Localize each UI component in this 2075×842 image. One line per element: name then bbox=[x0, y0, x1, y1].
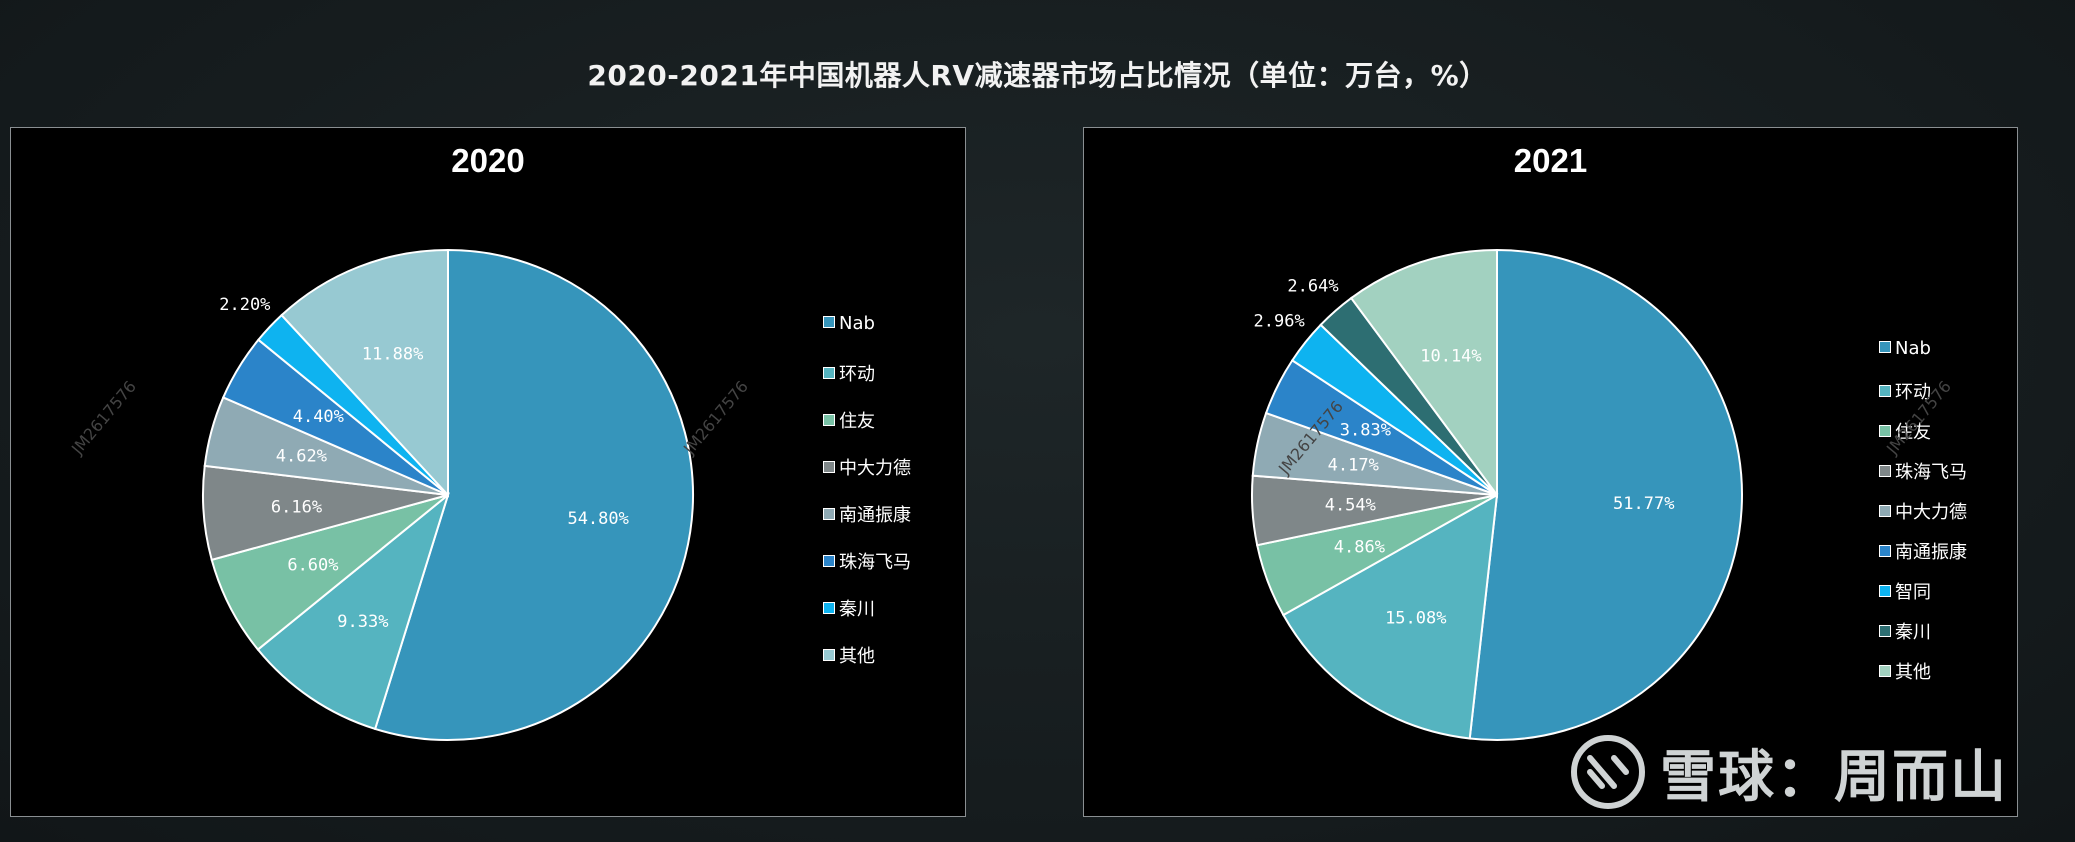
pie-data-label-6: 2.96% bbox=[1254, 312, 1305, 332]
legend-item: Nab bbox=[823, 313, 875, 334]
snowball-logo-icon bbox=[1571, 735, 1645, 809]
legend-item: 智同 bbox=[1879, 578, 1931, 604]
legend-item: 秦川 bbox=[1879, 618, 1931, 644]
legend-swatch-icon bbox=[823, 602, 835, 614]
pie-chart-2021: 51.77% 15.08% 4.86% 4.54% 4.17% 3.83% 2.96% 2.6… bbox=[1251, 248, 1743, 741]
legend-swatch-icon bbox=[823, 367, 835, 379]
legend-label: Nab bbox=[1895, 338, 1931, 359]
page-title: 2020-2021年中国机器人RV减速器市场占比情况（单位：万台，%） bbox=[587, 59, 1488, 92]
legend-label: 环动 bbox=[839, 364, 875, 385]
pie-data-label-0: 51.77% bbox=[1613, 494, 1674, 514]
pie-data-label-3: 6.16% bbox=[271, 497, 322, 517]
legend-swatch-icon bbox=[1879, 425, 1891, 437]
legend-item: 环动 bbox=[823, 360, 875, 386]
chart-title-2020: 2020 bbox=[451, 142, 525, 179]
legend-item: 住友 bbox=[823, 407, 875, 433]
legend-swatch-icon bbox=[1879, 585, 1891, 597]
legend-swatch-icon bbox=[823, 649, 835, 661]
legend-swatch-icon bbox=[823, 316, 835, 328]
legend-swatch-icon bbox=[823, 508, 835, 520]
pie-data-label-3: 4.54% bbox=[1325, 495, 1376, 515]
legend-label: 珠海飞马 bbox=[839, 552, 911, 573]
chart-title-2021: 2021 bbox=[1513, 142, 1588, 179]
legend-swatch-icon bbox=[1879, 625, 1891, 637]
legend-item: 其他 bbox=[1879, 658, 1931, 684]
legend-item: 环动 bbox=[1879, 378, 1931, 404]
legend-swatch-icon bbox=[1879, 665, 1891, 677]
pie-slice-1 bbox=[1282, 493, 1499, 740]
brand-watermark: 雪球：周而山 bbox=[1568, 732, 2008, 812]
pie-slice-0 bbox=[373, 248, 694, 741]
pie-slice-1 bbox=[256, 492, 450, 731]
brand-text: 雪球：周而山 bbox=[1660, 744, 2008, 810]
pie-data-label-7: 11.88% bbox=[362, 345, 423, 365]
pie-chart-2020: 54.80% 9.33% 6.60% 6.16% 4.62% 4.40% 2.20% 11.8… bbox=[202, 248, 694, 741]
legend-item: 南通振康 bbox=[823, 501, 911, 527]
pie-data-label-1: 9.33% bbox=[337, 612, 388, 632]
chart-panel-2020: 54.80% 9.33% 6.60% 6.16% 4.62% 4.40% 2.20% 11.8… bbox=[10, 127, 966, 817]
pie-slice-7 bbox=[280, 248, 449, 498]
legend-swatch-icon bbox=[1879, 505, 1891, 517]
pie-slice-8 bbox=[1349, 248, 1498, 499]
legend-item: 南通振康 bbox=[1879, 538, 1967, 564]
legend-item: Nab bbox=[1879, 338, 1931, 359]
legend-label: 秦川 bbox=[1895, 622, 1931, 643]
legend-label: Nab bbox=[839, 313, 875, 334]
legend-swatch-icon bbox=[823, 414, 835, 426]
legend-label: 其他 bbox=[839, 646, 875, 667]
pie-data-label-2: 4.86% bbox=[1334, 538, 1385, 558]
pie-data-label-5: 4.40% bbox=[293, 407, 344, 427]
legend-swatch-icon bbox=[1879, 341, 1891, 353]
legend-label: 住友 bbox=[839, 411, 875, 432]
legend-swatch-icon bbox=[1879, 385, 1891, 397]
legend-swatch-icon bbox=[1879, 545, 1891, 557]
legend-label: 中大力德 bbox=[1895, 502, 1967, 523]
legend-item: 中大力德 bbox=[823, 454, 911, 480]
legend-label: 智同 bbox=[1895, 582, 1931, 603]
pie-data-label-7: 2.64% bbox=[1287, 276, 1338, 296]
pie-data-label-0: 54.80% bbox=[567, 509, 628, 529]
pie-data-label-8: 10.14% bbox=[1420, 346, 1481, 366]
pie-data-label-6: 2.20% bbox=[219, 295, 270, 315]
legend-label: 珠海飞马 bbox=[1895, 462, 1967, 483]
legend-item: 中大力德 bbox=[1879, 498, 1967, 524]
legend-label: 住友 bbox=[1895, 422, 1931, 443]
pie-data-label-5: 3.83% bbox=[1340, 421, 1391, 441]
legend-label: 南通振康 bbox=[1895, 542, 1967, 563]
legend-label: 其他 bbox=[1895, 662, 1931, 683]
legend-item: 住友 bbox=[1879, 418, 1931, 444]
legend-swatch-icon bbox=[823, 461, 835, 473]
legend-swatch-icon bbox=[823, 555, 835, 567]
pie-data-label-4: 4.17% bbox=[1328, 455, 1379, 475]
legend-label: 环动 bbox=[1895, 382, 1931, 403]
pie-data-label-1: 15.08% bbox=[1385, 609, 1446, 629]
pie-data-label-4: 4.62% bbox=[276, 446, 327, 466]
legend-label: 秦川 bbox=[839, 599, 875, 620]
legend-swatch-icon bbox=[1879, 465, 1891, 477]
pie-data-label-2: 6.60% bbox=[287, 555, 338, 575]
legend-label: 南通振康 bbox=[839, 505, 911, 526]
legend-label: 中大力德 bbox=[839, 458, 911, 479]
legend-item: 其他 bbox=[823, 642, 875, 668]
legend-item: 珠海飞马 bbox=[1879, 458, 1967, 484]
chart-panel-2021: 51.77% 15.08% 4.86% 4.54% 4.17% 3.83% 2.96% 2.6… bbox=[1083, 127, 2018, 817]
legend-item: 珠海飞马 bbox=[823, 548, 911, 574]
legend-item: 秦川 bbox=[823, 595, 875, 621]
pie-slice-0 bbox=[1468, 248, 1743, 741]
